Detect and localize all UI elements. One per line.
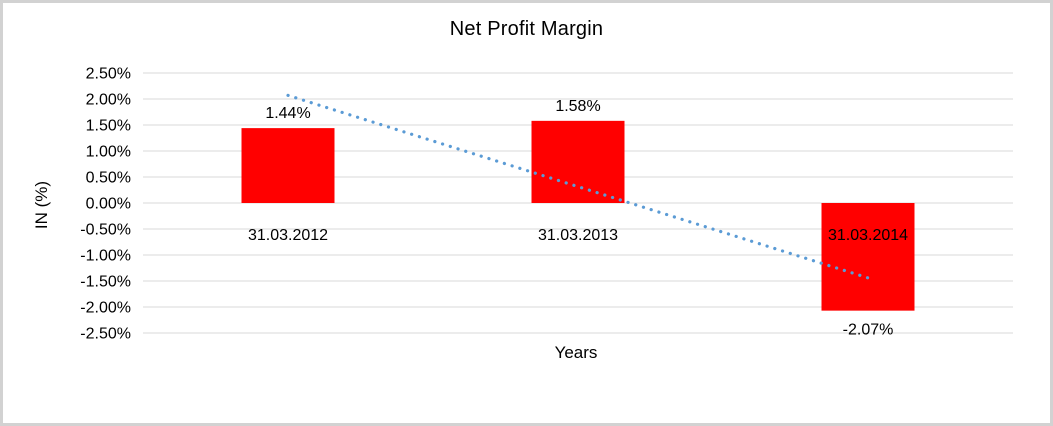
y-tick-label: 1.00% — [86, 144, 131, 161]
y-tick-label: -0.50% — [80, 222, 131, 239]
bar-31.03.2012 — [241, 128, 335, 203]
data-label: 1.58% — [555, 98, 600, 115]
y-tick-label: 0.50% — [86, 170, 131, 187]
y-tick-label: -2.00% — [80, 300, 131, 317]
data-label: -2.07% — [843, 322, 894, 339]
x-axis-title: Years — [554, 343, 598, 362]
chart-title: Net Profit Margin — [449, 18, 604, 40]
x-category-label: 31.03.2014 — [828, 227, 908, 244]
y-tick-label: 2.00% — [86, 92, 131, 109]
x-category-label: 31.03.2012 — [248, 227, 328, 244]
y-tick-label: -2.50% — [80, 326, 131, 343]
y-tick-label: 2.50% — [86, 66, 131, 83]
y-tick-label: -1.50% — [80, 274, 131, 291]
y-tick-label: -1.00% — [80, 248, 131, 265]
bar-31.03.2013 — [531, 120, 625, 203]
bar-31.03.2014 — [821, 203, 915, 311]
y-tick-label: 1.50% — [86, 118, 131, 135]
x-category-label: 31.03.2013 — [538, 227, 618, 244]
y-tick-label: 0.00% — [86, 196, 131, 213]
data-label: 1.44% — [265, 105, 310, 122]
